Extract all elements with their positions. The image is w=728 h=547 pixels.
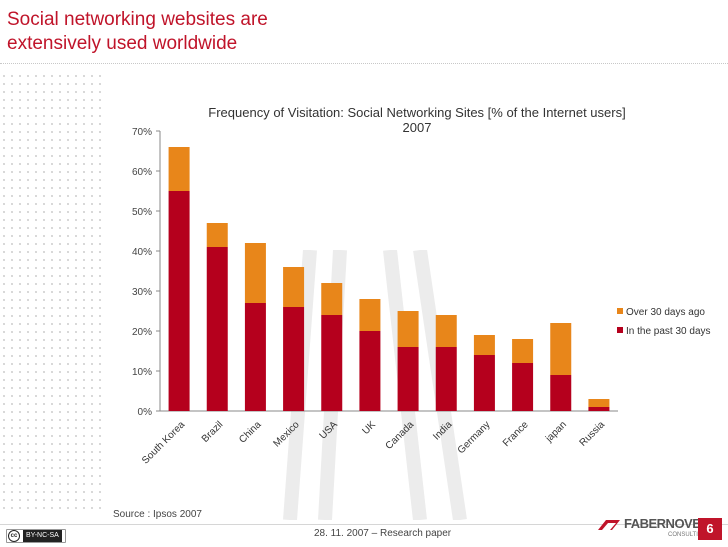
y-tick-label: 0% (138, 407, 153, 418)
creative-commons-badge[interactable]: cc BY-NC-SA (6, 529, 66, 543)
legend-swatch (617, 327, 623, 333)
bar-over-30-days (588, 399, 610, 407)
bar-past-30-days (473, 355, 495, 411)
logo-text: FABERNOVEL (624, 516, 708, 531)
stacked-bar-chart: Frequency of Visitation: Social Networki… (132, 105, 711, 466)
y-tick-label: 20% (132, 327, 152, 338)
bar-over-30-days (283, 267, 305, 307)
footer-date: 28. 11. 2007 – Research paper (314, 528, 452, 539)
legend-swatch (617, 308, 623, 314)
bar-over-30-days (321, 283, 343, 315)
bar-past-30-days (435, 347, 457, 411)
x-tick-label: USA (318, 419, 341, 442)
bar-over-30-days (244, 243, 266, 303)
bar-over-30-days (359, 299, 381, 331)
slide-title-line-1: Social networking websites are (7, 9, 268, 30)
bar-past-30-days (206, 247, 228, 411)
chart-title-line-1: Frequency of Visitation: Social Networki… (208, 105, 625, 120)
license-label: BY-NC-SA (23, 530, 62, 542)
page-number: 6 (698, 518, 722, 540)
logo-mark-icon (598, 520, 620, 530)
chart-x-labels: South Korea Brazil China Mexico USA UK Canada I… (140, 419, 607, 466)
fabernovel-logo: FABERNOVEL CONSULTING (596, 516, 708, 544)
chart-title-line-2: 2007 (403, 120, 432, 135)
title-divider (0, 63, 728, 64)
y-tick-label: 40% (132, 247, 152, 258)
source-note: Source : Ipsos 2007 (113, 509, 202, 520)
y-tick-label: 70% (132, 127, 152, 138)
legend-label: Over 30 days ago (626, 307, 705, 318)
cc-icon: cc (8, 530, 20, 542)
y-tick-label: 10% (132, 367, 152, 378)
bar-over-30-days (473, 335, 495, 355)
slide-title-line-2: extensively used worldwide (7, 33, 238, 54)
bar-over-30-days (512, 339, 534, 363)
bar-past-30-days (321, 315, 343, 411)
chart-axes: 0% 10% 20% 30% 40% 50% 60% 70% (132, 127, 618, 418)
bar-past-30-days (397, 347, 419, 411)
bar-past-30-days (588, 407, 610, 411)
x-tick-label: China (237, 419, 264, 446)
bar-past-30-days (359, 331, 381, 411)
chart-bars (168, 147, 610, 411)
chart-legend: Over 30 days ago In the past 30 days (617, 307, 711, 337)
bar-past-30-days (244, 303, 266, 411)
x-tick-label: South Korea (140, 419, 187, 466)
bar-over-30-days (435, 315, 457, 347)
bar-past-30-days (512, 363, 534, 411)
x-tick-label: Russia (578, 419, 608, 449)
bar-past-30-days (283, 307, 305, 411)
bar-over-30-days (397, 311, 419, 347)
x-tick-label: Brazil (200, 419, 225, 444)
x-tick-label: India (431, 419, 454, 442)
logo-subtext: CONSULTING (668, 532, 707, 538)
dotted-pattern-decoration (0, 72, 102, 512)
x-tick-label: japan (543, 419, 569, 445)
y-tick-label: 30% (132, 287, 152, 298)
bar-past-30-days (168, 191, 190, 411)
bar-over-30-days (168, 147, 190, 191)
x-tick-label: Germany (456, 419, 493, 456)
y-tick-label: 60% (132, 167, 152, 178)
x-tick-label: France (501, 419, 531, 449)
bar-over-30-days (550, 323, 572, 375)
y-tick-label: 50% (132, 207, 152, 218)
bar-past-30-days (550, 375, 572, 411)
bar-over-30-days (206, 223, 228, 247)
x-tick-label: UK (360, 419, 378, 437)
footer-bar (0, 524, 728, 547)
x-tick-label: Canada (384, 419, 417, 452)
legend-label: In the past 30 days (626, 326, 711, 337)
slide-title: Social networking websites are extensive… (7, 8, 407, 56)
x-tick-label: Mexico (272, 419, 302, 449)
